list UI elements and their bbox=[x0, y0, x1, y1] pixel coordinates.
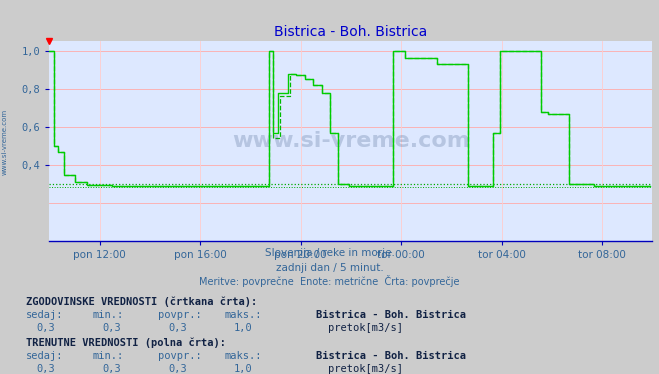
Text: 0,3: 0,3 bbox=[168, 364, 186, 374]
Text: maks.:: maks.: bbox=[224, 310, 262, 320]
Text: 0,3: 0,3 bbox=[36, 364, 55, 374]
Text: min.:: min.: bbox=[92, 310, 123, 320]
Title: Bistrica - Boh. Bistrica: Bistrica - Boh. Bistrica bbox=[274, 25, 428, 39]
Text: sedaj:: sedaj: bbox=[26, 351, 64, 361]
Text: zadnji dan / 5 minut.: zadnji dan / 5 minut. bbox=[275, 263, 384, 273]
Text: 0,3: 0,3 bbox=[168, 323, 186, 333]
Text: pretok[m3/s]: pretok[m3/s] bbox=[328, 364, 403, 374]
Text: 0,3: 0,3 bbox=[102, 323, 121, 333]
Text: min.:: min.: bbox=[92, 351, 123, 361]
Text: pretok[m3/s]: pretok[m3/s] bbox=[328, 323, 403, 333]
Text: povpr.:: povpr.: bbox=[158, 310, 202, 320]
Text: sedaj:: sedaj: bbox=[26, 310, 64, 320]
Text: www.si-vreme.com: www.si-vreme.com bbox=[232, 131, 470, 151]
Text: Slovenija / reke in morje.: Slovenija / reke in morje. bbox=[264, 248, 395, 258]
Text: 1,0: 1,0 bbox=[234, 323, 252, 333]
Text: povpr.:: povpr.: bbox=[158, 351, 202, 361]
Text: maks.:: maks.: bbox=[224, 351, 262, 361]
Text: 0,3: 0,3 bbox=[102, 364, 121, 374]
Text: 0,3: 0,3 bbox=[36, 323, 55, 333]
Text: www.si-vreme.com: www.si-vreme.com bbox=[2, 109, 8, 175]
Text: Meritve: povprečne  Enote: metrične  Črta: povprečje: Meritve: povprečne Enote: metrične Črta:… bbox=[199, 275, 460, 287]
Text: Bistrica - Boh. Bistrica: Bistrica - Boh. Bistrica bbox=[316, 351, 467, 361]
Text: 1,0: 1,0 bbox=[234, 364, 252, 374]
Text: ZGODOVINSKE VREDNOSTI (črtkana črta):: ZGODOVINSKE VREDNOSTI (črtkana črta): bbox=[26, 296, 258, 307]
Text: TRENUTNE VREDNOSTI (polna črta):: TRENUTNE VREDNOSTI (polna črta): bbox=[26, 337, 226, 348]
Text: Bistrica - Boh. Bistrica: Bistrica - Boh. Bistrica bbox=[316, 310, 467, 320]
